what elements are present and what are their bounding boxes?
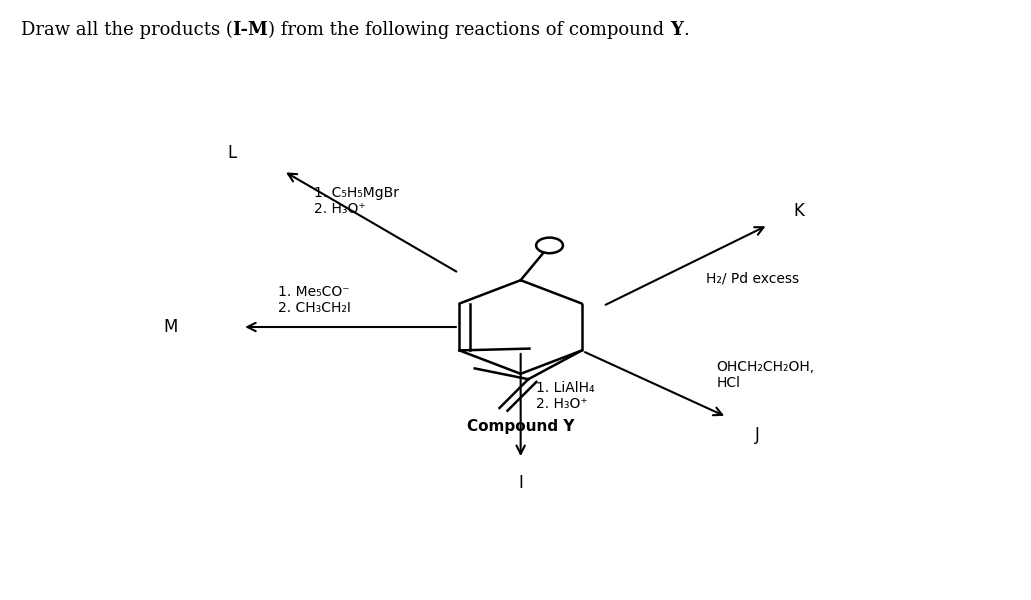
Text: J: J xyxy=(756,426,760,444)
Text: H₂/ Pd excess: H₂/ Pd excess xyxy=(706,272,799,286)
Text: 1. LiAlH₄
2. H₃O⁺: 1. LiAlH₄ 2. H₃O⁺ xyxy=(536,381,595,411)
Text: M: M xyxy=(163,318,177,336)
Text: ) from the following reactions of compound: ) from the following reactions of compou… xyxy=(268,21,670,39)
Text: L: L xyxy=(228,144,236,162)
Circle shape xyxy=(536,238,563,253)
Text: I: I xyxy=(519,474,523,492)
Text: I-M: I-M xyxy=(233,21,268,39)
Text: Draw all the products (: Draw all the products ( xyxy=(21,21,233,39)
Text: 1. Me₅CO⁻
2. CH₃CH₂I: 1. Me₅CO⁻ 2. CH₃CH₂I xyxy=(278,285,352,315)
Text: Compound Y: Compound Y xyxy=(467,419,574,433)
Text: K: K xyxy=(794,202,804,220)
Text: 1. C₅H₅MgBr
2. H₃O⁺: 1. C₅H₅MgBr 2. H₃O⁺ xyxy=(314,186,399,216)
Text: OHCH₂CH₂OH,
HCl: OHCH₂CH₂OH, HCl xyxy=(717,360,814,390)
Text: Y: Y xyxy=(670,21,684,39)
Text: .: . xyxy=(684,21,689,39)
